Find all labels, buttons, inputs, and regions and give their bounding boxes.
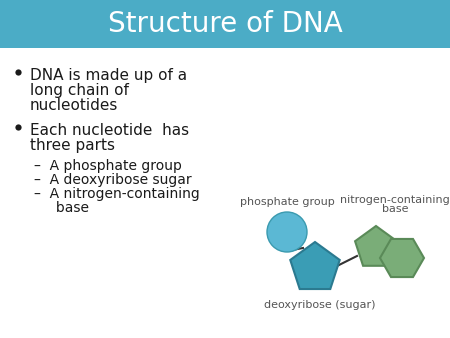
Text: –  A deoxyribose sugar: – A deoxyribose sugar (34, 173, 192, 187)
Polygon shape (290, 242, 340, 289)
Text: Structure of DNA: Structure of DNA (108, 10, 342, 38)
Polygon shape (355, 226, 397, 266)
Text: nucleotides: nucleotides (30, 98, 118, 113)
Text: base: base (34, 201, 89, 215)
Text: nitrogen-containing: nitrogen-containing (340, 195, 450, 205)
Text: phosphate group: phosphate group (239, 197, 334, 207)
Text: –  A nitrogen-containing: – A nitrogen-containing (34, 187, 200, 201)
Circle shape (267, 212, 307, 252)
Text: DNA is made up of a: DNA is made up of a (30, 68, 187, 83)
Text: three parts: three parts (30, 138, 115, 153)
Text: base: base (382, 204, 408, 214)
Polygon shape (380, 239, 424, 277)
Text: –  A phosphate group: – A phosphate group (34, 159, 182, 173)
Text: deoxyribose (sugar): deoxyribose (sugar) (264, 300, 376, 310)
Text: long chain of: long chain of (30, 83, 129, 98)
Text: Each nucleotide  has: Each nucleotide has (30, 123, 189, 138)
FancyBboxPatch shape (0, 0, 450, 48)
